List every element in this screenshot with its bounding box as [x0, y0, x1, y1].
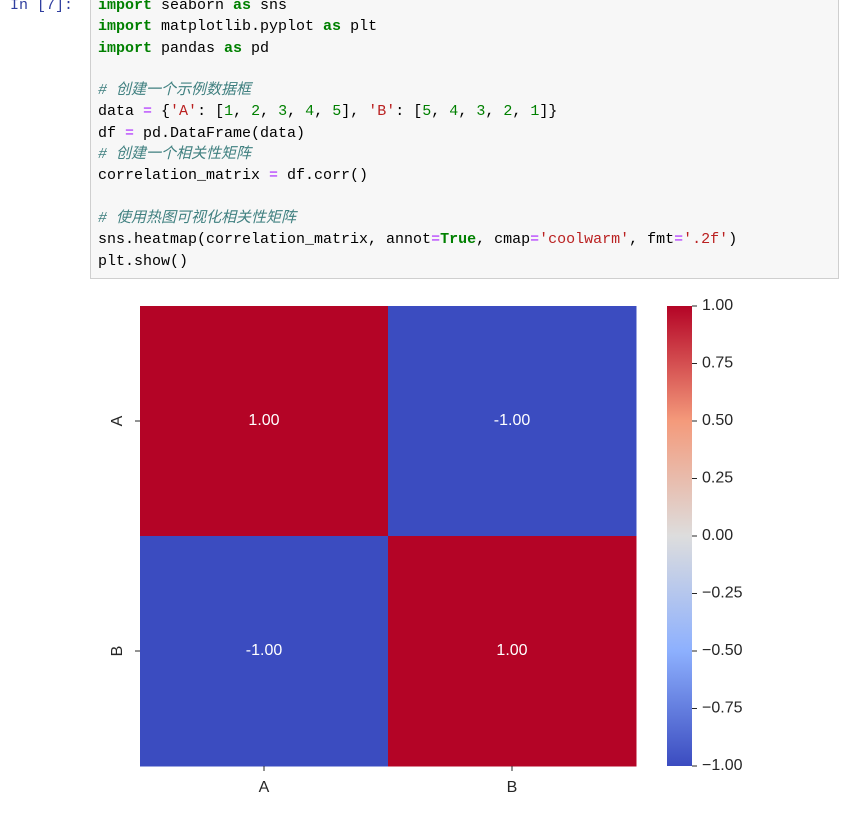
- code-token: '.2f': [683, 231, 729, 249]
- code-cell[interactable]: import seaborn as sns import matplotlib.p…: [90, 0, 839, 279]
- code-token: 3: [278, 103, 288, 121]
- cell-annotation: 1.00: [496, 642, 527, 659]
- code-token: ,: [287, 103, 306, 121]
- code-token: as: [224, 39, 243, 57]
- code-token: =: [269, 167, 279, 185]
- code-token: ,: [233, 103, 252, 121]
- code-token: 2: [503, 103, 513, 121]
- colorbar-tick-label: −0.50: [702, 642, 743, 659]
- y-tick-label: B: [109, 646, 126, 657]
- code-token: 'B': [368, 103, 396, 121]
- code-line: import pandas as pd: [98, 38, 737, 59]
- code-token: =: [431, 231, 441, 249]
- code-token: =: [674, 231, 684, 249]
- code-token: ,: [260, 103, 279, 121]
- code-token: ,: [314, 103, 333, 121]
- code: import seaborn as sns import matplotlib.p…: [98, 0, 737, 272]
- code-token: # 创建一个相关性矩阵: [98, 146, 252, 164]
- code-token: ,: [485, 103, 504, 121]
- heatmap-cell: [388, 306, 637, 537]
- code-token: # 使用热图可视化相关性矩阵: [98, 209, 297, 227]
- code-line: # 创建一个示例数据框: [98, 80, 737, 101]
- code-token: pd: [242, 39, 270, 57]
- code-token: : [: [395, 103, 423, 121]
- code-token: plt.show(): [98, 252, 189, 270]
- code-line: df = pd.DataFrame(data): [98, 123, 737, 144]
- colorbar-tick-label: 0.50: [702, 412, 733, 429]
- colorbar-tick-label: 0.75: [702, 355, 733, 372]
- colorbar-tick-label: −0.75: [702, 700, 743, 717]
- code-token: as: [323, 18, 342, 36]
- cell-annotation: 1.00: [248, 412, 279, 429]
- code-token: ,: [431, 103, 450, 121]
- colorbar: [667, 306, 692, 766]
- code-token: 1: [224, 103, 234, 121]
- code-token: correlation_matrix: [98, 167, 270, 185]
- cell-prompt: In [7]:: [10, 0, 74, 14]
- code-token: ,: [512, 103, 531, 121]
- code-token: =: [125, 124, 135, 142]
- code-token: 'A': [170, 103, 198, 121]
- code-token: import: [98, 18, 153, 36]
- code-token: 3: [476, 103, 486, 121]
- code-token: ,: [458, 103, 477, 121]
- colorbar-tick-label: 0.25: [702, 470, 733, 487]
- code-token: 4: [449, 103, 459, 121]
- code-line: import seaborn as sns: [98, 0, 737, 16]
- code-token: 4: [305, 103, 315, 121]
- code-token: True: [440, 231, 477, 249]
- code-token: import: [98, 39, 153, 57]
- code-token: as: [233, 0, 252, 14]
- code-token: =: [530, 231, 540, 249]
- code-line: data = {'A': [1, 2, 3, 4, 5], 'B': [5, 4…: [98, 101, 737, 122]
- cell-annotation: -1.00: [494, 412, 531, 429]
- code-token: data: [98, 103, 144, 121]
- code-token: 2: [251, 103, 261, 121]
- code-token: pd.DataFrame(data): [134, 124, 306, 142]
- code-token: 5: [332, 103, 342, 121]
- code-token: sns.heatmap(correlation_matrix, annot: [98, 231, 432, 249]
- code-token: 1: [530, 103, 540, 121]
- code-token: 5: [422, 103, 432, 121]
- code-token: sns: [251, 0, 288, 14]
- code-token: ): [728, 231, 738, 249]
- colorbar-tick-label: 0.00: [702, 527, 733, 544]
- code-token: =: [143, 103, 153, 121]
- x-tick-label: A: [259, 779, 270, 796]
- code-token: seaborn: [152, 0, 234, 14]
- code-line: sns.heatmap(correlation_matrix, annot=Tr…: [98, 229, 737, 250]
- code-token: df: [98, 124, 126, 142]
- code-token: # 创建一个示例数据框: [98, 82, 252, 100]
- code-token: 'coolwarm': [539, 231, 630, 249]
- code-line: # 创建一个相关性矩阵: [98, 144, 737, 165]
- cell-annotation: -1.00: [246, 642, 283, 659]
- heatmap-cell: [140, 306, 389, 537]
- code-token: : [: [197, 103, 225, 121]
- code-token: plt: [341, 18, 378, 36]
- code-line: correlation_matrix = df.corr(): [98, 165, 737, 186]
- code-line: import matplotlib.pyplot as plt: [98, 16, 737, 37]
- code-line: # 使用热图可视化相关性矩阵: [98, 208, 737, 229]
- code-token: import: [98, 0, 153, 14]
- colorbar-tick-label: −1.00: [702, 757, 743, 774]
- code-token: ],: [341, 103, 369, 121]
- code-token: matplotlib.pyplot: [152, 18, 324, 36]
- code-token: df.corr(): [278, 167, 369, 185]
- code-token: {: [152, 103, 171, 121]
- colorbar-tick-label: 1.00: [702, 297, 733, 314]
- heatmap-cell: [140, 536, 389, 767]
- y-tick-label: A: [109, 415, 126, 426]
- x-tick-label: B: [507, 779, 518, 796]
- heatmap-cell: [388, 536, 637, 767]
- code-token: ]}: [539, 103, 558, 121]
- colorbar-tick-label: −0.25: [702, 585, 743, 602]
- code-token: , fmt: [629, 231, 675, 249]
- code-token: , cmap: [476, 231, 531, 249]
- code-token: pandas: [152, 39, 225, 57]
- code-line: plt.show(): [98, 251, 737, 272]
